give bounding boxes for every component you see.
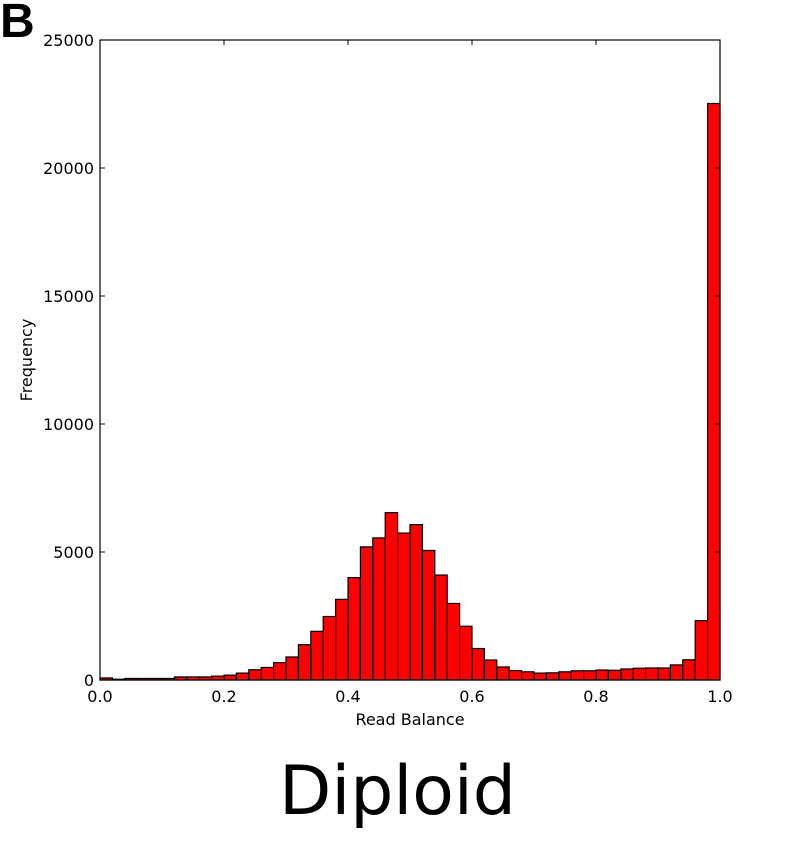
histogram-bar <box>248 669 262 681</box>
histogram-bar <box>285 656 299 681</box>
y-tick-label: 25000 <box>43 31 94 50</box>
histogram-bar <box>496 666 510 681</box>
histogram-bar <box>483 659 498 681</box>
histogram-bar <box>409 524 423 681</box>
y-tick-label: 0 <box>84 671 94 690</box>
histogram-bar <box>260 666 275 681</box>
histogram-bar <box>471 647 485 681</box>
panel-label: B <box>0 0 35 48</box>
histogram-bar <box>384 511 399 681</box>
histogram-bar <box>459 625 473 681</box>
x-axis-label: Read Balance <box>355 710 464 729</box>
histogram-chart: 0.0 0.2 0.4 0.6 0.8 1.0 0 5000 10000 15000 20000 2… <box>17 31 733 729</box>
histogram-bar <box>570 670 585 681</box>
y-tick-label: 10000 <box>43 415 94 434</box>
histogram-bar <box>607 669 622 681</box>
histogram-bar <box>694 620 709 681</box>
histogram-bar <box>706 102 721 681</box>
histogram-bar <box>273 661 287 681</box>
histogram-bar <box>582 670 597 681</box>
histogram-bar <box>421 549 436 681</box>
figure-caption: Diploid <box>279 752 516 831</box>
histogram-bar <box>533 672 547 681</box>
histogram-bar <box>310 630 324 681</box>
histogram-bar <box>223 674 237 681</box>
histogram-bar <box>434 574 448 681</box>
y-tick-label: 15000 <box>43 287 94 306</box>
x-tick-label: 0.6 <box>459 687 484 706</box>
y-axis-label: Frequency <box>17 319 36 402</box>
histogram-bar <box>657 667 671 681</box>
histogram-bar <box>520 671 535 681</box>
x-axis: 0.0 0.2 0.4 0.6 0.8 1.0 <box>87 40 733 706</box>
bars-group <box>99 102 721 681</box>
histogram-bar <box>558 671 572 681</box>
plot-border <box>99 39 721 681</box>
histogram-bar <box>508 669 523 681</box>
x-tick-label: 0.8 <box>583 687 608 706</box>
y-tick-label: 20000 <box>43 159 94 178</box>
histogram-bar <box>335 598 349 681</box>
histogram-bar <box>446 602 461 681</box>
histogram-bar <box>347 576 361 681</box>
histogram-bar <box>359 546 374 681</box>
y-axis: 0 5000 10000 15000 20000 25000 <box>43 31 720 690</box>
histogram-bar <box>595 669 609 681</box>
y-tick-label: 5000 <box>53 543 94 562</box>
histogram-bar <box>545 672 560 681</box>
x-tick-label: 1.0 <box>707 687 732 706</box>
histogram-bar <box>620 668 634 681</box>
histogram-bar <box>682 659 696 681</box>
x-tick-label: 0.2 <box>211 687 236 706</box>
histogram-bar <box>322 615 337 681</box>
histogram-bar <box>397 532 411 681</box>
x-tick-label: 0.4 <box>335 687 360 706</box>
histogram-bar <box>372 537 386 681</box>
histogram-bar <box>669 664 684 681</box>
histogram-bar <box>297 644 312 681</box>
plot-frame <box>99 39 721 681</box>
histogram-bar <box>632 667 647 681</box>
x-tick-label: 0.0 <box>87 687 112 706</box>
histogram-bar <box>235 672 250 681</box>
histogram-bar <box>644 667 659 681</box>
